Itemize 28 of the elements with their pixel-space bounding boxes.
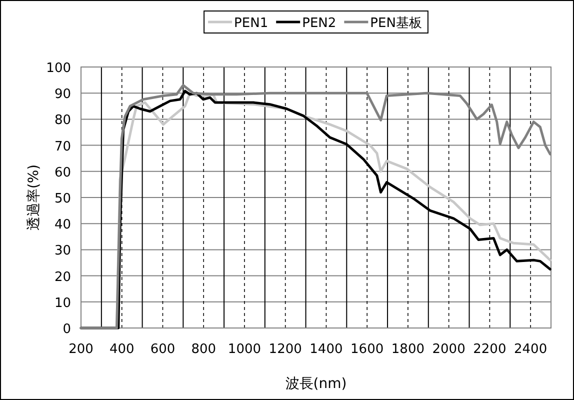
x-tick-label: 2400: [514, 342, 548, 357]
y-tick-label: 90: [54, 87, 71, 102]
y-tick-label: 70: [54, 139, 71, 154]
x-tick-label: 2000: [432, 342, 466, 357]
y-tick-label: 0: [62, 322, 71, 337]
legend-label: PEN2: [302, 16, 336, 31]
x-axis-title: 波長(nm): [285, 376, 347, 392]
x-tick-label: 1200: [268, 342, 302, 357]
y-tick-label: 50: [54, 192, 71, 206]
x-tick-label: 400: [109, 342, 134, 357]
y-tick-label: 40: [54, 218, 71, 233]
y-tick-label: 60: [54, 165, 71, 180]
y-tick-label: 100: [46, 61, 71, 76]
x-tick-label: 200: [68, 342, 94, 357]
x-tick-label: 1000: [228, 342, 262, 357]
x-tick-label: 800: [191, 342, 216, 357]
x-tick-label: 1400: [310, 342, 343, 357]
x-tick-label: 1800: [391, 342, 425, 357]
y-tick-label: 20: [54, 270, 71, 285]
x-tick-label: 1600: [350, 342, 384, 357]
legend-label: PEN基板: [370, 16, 422, 31]
y-axis-title: 透過率(%): [26, 164, 42, 231]
x-tick-label: 2200: [473, 342, 506, 357]
y-tick-label: 30: [54, 244, 71, 259]
x-tick-label: 600: [150, 342, 176, 357]
y-tick-label: 10: [54, 296, 71, 311]
legend-label: PEN1: [234, 16, 268, 31]
y-tick-label: 80: [54, 113, 71, 128]
